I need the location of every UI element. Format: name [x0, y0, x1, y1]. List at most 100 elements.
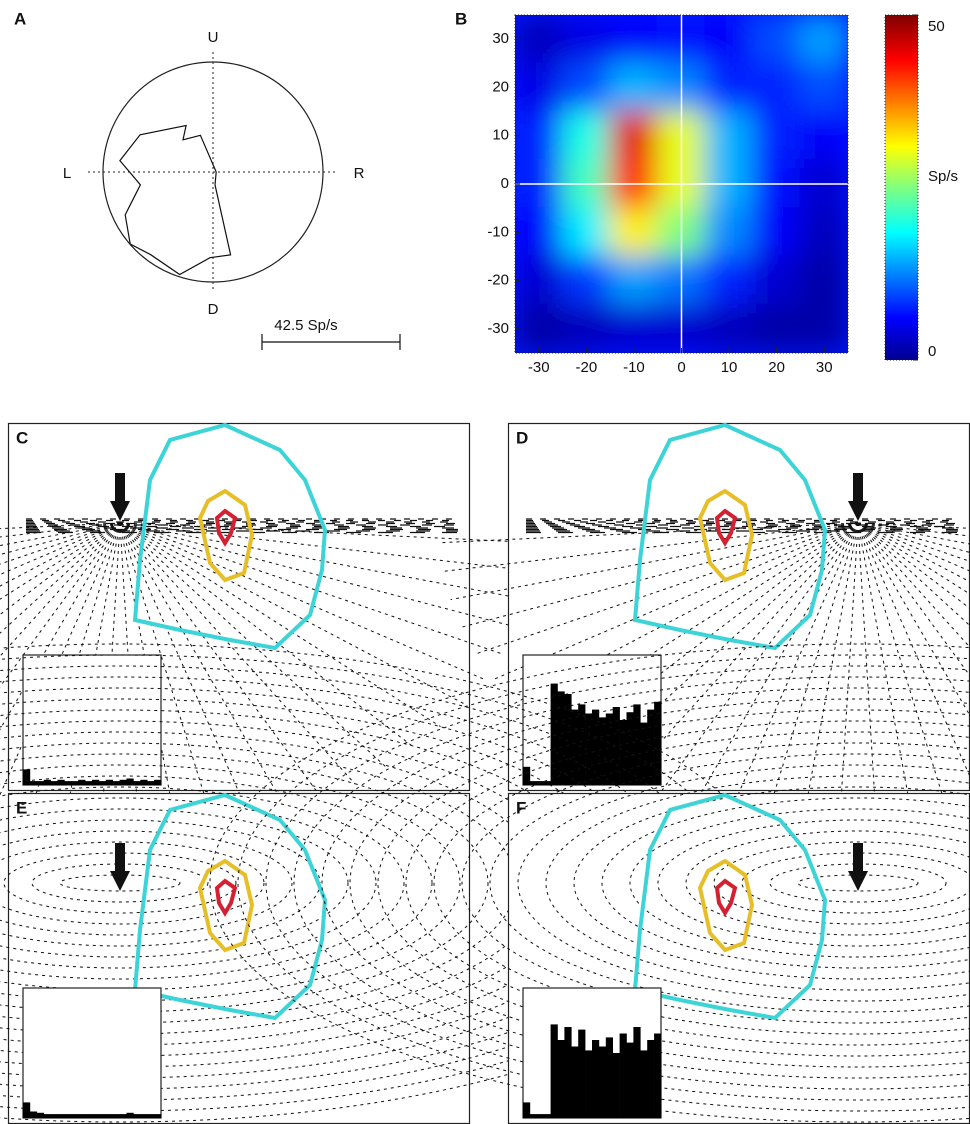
x-tick-label: 20	[768, 359, 785, 376]
heatmap-cell	[562, 207, 612, 257]
heatmap-cell	[704, 207, 754, 257]
y-tick-label: 10	[492, 127, 509, 144]
heatmap-cell	[562, 62, 612, 112]
heatmap-cell	[514, 62, 564, 112]
colorbar-label: Sp/s	[928, 168, 958, 185]
colorbar	[885, 15, 918, 360]
histogram-bar	[85, 781, 92, 785]
histogram-bar	[120, 1114, 127, 1118]
histogram-bar	[58, 780, 65, 785]
histogram-bar	[640, 723, 647, 785]
heatmap-cell	[752, 304, 802, 354]
heatmap-cell	[609, 62, 659, 112]
colorbar-tick-label: 50	[928, 18, 945, 35]
histogram-bar	[544, 1114, 551, 1118]
histogram-bar	[592, 710, 599, 785]
histogram-bar	[92, 1114, 99, 1118]
heatmap-cell	[799, 62, 849, 112]
histogram-bar	[127, 779, 134, 786]
heatmap-cell	[704, 304, 754, 354]
heatmap-cell	[514, 111, 564, 161]
x-tick-label: -20	[576, 359, 598, 376]
histogram-frame	[23, 988, 161, 1118]
histogram-bar	[571, 710, 578, 785]
heatmap-cell	[609, 304, 659, 354]
direction-label: L	[63, 165, 71, 182]
panel-label: E	[16, 798, 27, 817]
heatmap-cell	[514, 255, 564, 305]
histogram-bar	[85, 1114, 92, 1118]
flow-panel: C	[0, 424, 539, 838]
histogram-bar	[613, 1053, 620, 1118]
y-tick-label: -20	[487, 272, 509, 289]
histogram-bar	[606, 1037, 613, 1118]
histogram-bar	[71, 781, 78, 785]
histogram-bar	[71, 1114, 78, 1118]
histogram-bar	[633, 704, 640, 785]
histogram-bar	[154, 1114, 161, 1118]
heatmap-cell	[752, 62, 802, 112]
histogram-bar	[620, 1034, 627, 1119]
panel-label: F	[516, 798, 526, 817]
histogram-bar	[64, 781, 71, 785]
histogram-bar	[23, 769, 30, 785]
histogram-bar	[578, 1030, 585, 1118]
tuning-curve	[120, 126, 231, 275]
panel-label: D	[516, 428, 528, 447]
histogram-bar	[106, 780, 113, 785]
heatmap-cell	[752, 207, 802, 257]
histogram-bar	[530, 1114, 537, 1118]
histogram-bar	[551, 684, 558, 785]
scale-label: 42.5 Sp/s	[274, 317, 337, 334]
histogram-bar	[647, 710, 654, 785]
histogram-bar	[44, 780, 51, 785]
x-tick-label: 0	[677, 359, 685, 376]
histogram-bar	[99, 781, 106, 785]
histogram-bar	[99, 1114, 106, 1118]
heatmap-cell	[514, 14, 564, 64]
heatmap-cell	[752, 14, 802, 64]
heatmap-cell	[752, 111, 802, 161]
histogram-bar	[551, 1024, 558, 1118]
histogram-bar	[613, 707, 620, 785]
histogram-bar	[147, 781, 154, 785]
x-tick-label: -10	[623, 359, 645, 376]
heatmap-cell	[609, 255, 659, 305]
histogram-bar	[627, 1043, 634, 1118]
histogram-bar	[558, 1040, 565, 1118]
histogram-bar	[606, 714, 613, 786]
histogram-bar	[147, 1114, 154, 1118]
figure: AUDLR42.5 Sp/sB-30-20-100102030-30-20-10…	[0, 0, 970, 1124]
histogram-bar	[58, 1114, 65, 1118]
histogram-bar	[564, 694, 571, 785]
heatmap-cell	[704, 255, 754, 305]
y-tick-label: 20	[492, 78, 509, 95]
histogram-bar	[523, 767, 530, 785]
flow-panel: D	[439, 424, 970, 838]
histogram-bar	[133, 1114, 140, 1118]
histogram-bar	[633, 1027, 640, 1118]
heatmap-cell	[799, 111, 849, 161]
histogram-bar	[78, 1114, 85, 1118]
heatmap-cell	[562, 255, 612, 305]
x-tick-label: 10	[721, 359, 738, 376]
histogram-bar	[627, 712, 634, 785]
panel-label: A	[14, 9, 26, 28]
histogram-bar	[92, 780, 99, 785]
histogram-bar	[120, 780, 127, 785]
histogram-bar	[647, 1040, 654, 1118]
direction-label: U	[208, 29, 219, 46]
heatmap-cell	[514, 304, 564, 354]
histogram-bar	[44, 1114, 51, 1118]
histogram-bar	[51, 1114, 58, 1118]
histogram-bar	[537, 1114, 544, 1118]
heatmap-cell	[799, 304, 849, 354]
histogram-bar	[37, 1113, 44, 1118]
heatmap-cell	[704, 111, 754, 161]
heatmap-cell	[799, 255, 849, 305]
heatmap-cell	[704, 62, 754, 112]
histogram-bar	[654, 1034, 661, 1119]
scale-bar	[262, 334, 400, 350]
heatmap-cell	[609, 14, 659, 64]
x-tick-label: -30	[528, 359, 550, 376]
